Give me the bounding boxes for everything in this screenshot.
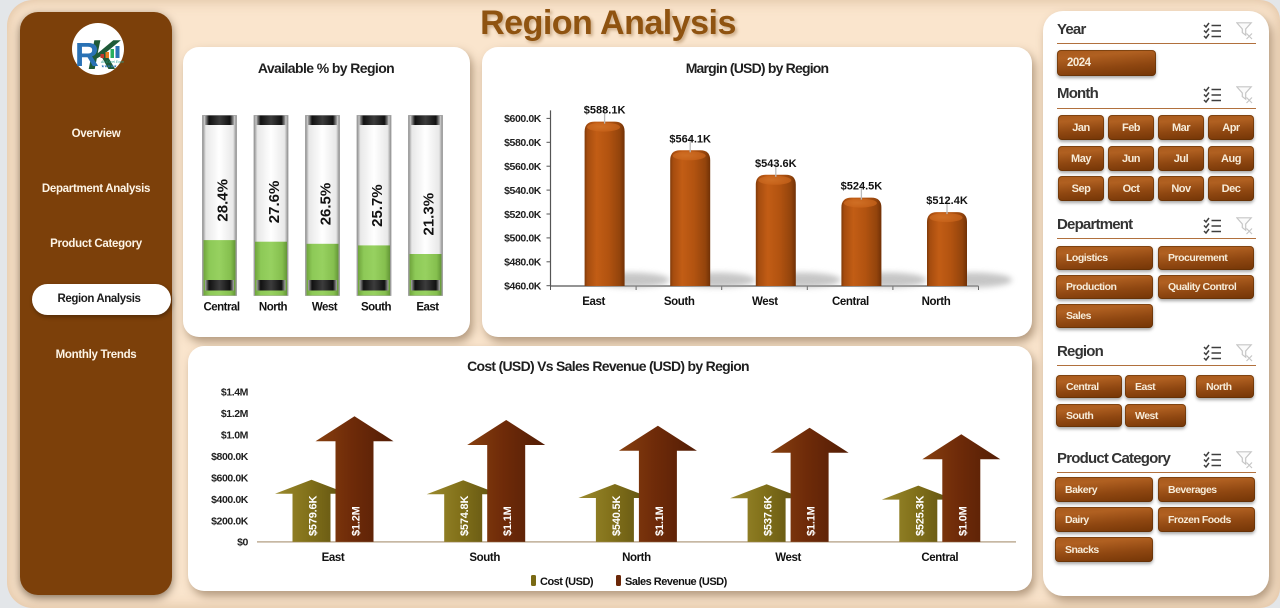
svg-text:$1.2M: $1.2M xyxy=(221,408,249,420)
svg-text:$1.0M: $1.0M xyxy=(221,430,249,442)
svg-text:East: East xyxy=(582,296,605,308)
svg-text:North: North xyxy=(922,296,951,308)
svg-text:$1.1M: $1.1M xyxy=(502,506,514,536)
svg-text:27.6%: 27.6% xyxy=(266,181,283,224)
svg-text:★★★★★: ★★★★★ xyxy=(101,64,117,69)
svg-text:$580.0K: $580.0K xyxy=(504,137,542,149)
svg-text:$588.1K: $588.1K xyxy=(584,105,626,117)
svg-text:$524.5K: $524.5K xyxy=(841,181,883,193)
svg-text:$800.0K: $800.0K xyxy=(211,451,249,463)
svg-text:25.7%: 25.7% xyxy=(369,184,386,227)
svg-text:$560.0K: $560.0K xyxy=(504,161,542,173)
svg-text:North: North xyxy=(259,302,288,314)
svg-text:$1.4M: $1.4M xyxy=(221,387,249,399)
svg-text:$564.1K: $564.1K xyxy=(669,133,711,145)
svg-text:Margin (USD) by Region: Margin (USD) by Region xyxy=(686,60,829,76)
svg-text:$0: $0 xyxy=(237,537,248,549)
svg-text:$600.0K: $600.0K xyxy=(504,113,542,125)
svg-text:East: East xyxy=(416,302,439,314)
svg-text:R: R xyxy=(75,36,99,73)
svg-text:$460.0K: $460.0K xyxy=(504,281,542,293)
svg-text:$579.6K: $579.6K xyxy=(308,496,320,536)
svg-text:$574.8K: $574.8K xyxy=(459,496,471,536)
svg-text:An Excel Expert: An Excel Expert xyxy=(100,60,124,64)
svg-text:$1.1M: $1.1M xyxy=(654,506,666,536)
svg-text:Central: Central xyxy=(832,296,869,308)
svg-text:$400.0K: $400.0K xyxy=(211,494,249,506)
svg-text:$1.2M: $1.2M xyxy=(351,506,363,536)
svg-text:West: West xyxy=(752,296,778,308)
svg-text:$200.0K: $200.0K xyxy=(211,515,249,527)
svg-text:$525.3K: $525.3K xyxy=(914,496,926,536)
svg-text:$1.1M: $1.1M xyxy=(806,506,818,536)
svg-text:North: North xyxy=(622,552,651,564)
svg-text:26.5%: 26.5% xyxy=(318,183,335,226)
svg-text:$500.0K: $500.0K xyxy=(504,233,542,245)
svg-text:$600.0K: $600.0K xyxy=(211,472,249,484)
svg-text:South: South xyxy=(664,296,695,308)
svg-text:$480.0K: $480.0K xyxy=(504,257,542,269)
svg-text:Available % by Region: Available % by Region xyxy=(258,60,394,76)
svg-text:Central: Central xyxy=(203,302,239,314)
svg-text:$1.0M: $1.0M xyxy=(957,506,969,536)
svg-text:$512.4K: $512.4K xyxy=(926,195,968,207)
svg-text:Sales Revenue (USD): Sales Revenue (USD) xyxy=(625,576,728,588)
svg-text:South: South xyxy=(469,552,500,564)
svg-text:West: West xyxy=(775,552,801,564)
svg-text:East: East xyxy=(322,552,345,564)
svg-text:$520.0K: $520.0K xyxy=(504,209,542,221)
svg-text:West: West xyxy=(312,302,338,314)
svg-text:28.4%: 28.4% xyxy=(215,179,232,222)
svg-text:Central: Central xyxy=(921,552,958,564)
svg-text:$540.5K: $540.5K xyxy=(611,496,623,536)
svg-text:Cost (USD) Vs Sales Revenue (U: Cost (USD) Vs Sales Revenue (USD) by Reg… xyxy=(467,358,749,374)
svg-text:$537.6K: $537.6K xyxy=(763,496,775,536)
svg-text:$540.0K: $540.0K xyxy=(504,185,542,197)
svg-text:Cost (USD): Cost (USD) xyxy=(540,576,594,588)
svg-text:$543.6K: $543.6K xyxy=(755,158,797,170)
svg-text:South: South xyxy=(361,302,392,314)
svg-text:21.3%: 21.3% xyxy=(421,193,438,236)
